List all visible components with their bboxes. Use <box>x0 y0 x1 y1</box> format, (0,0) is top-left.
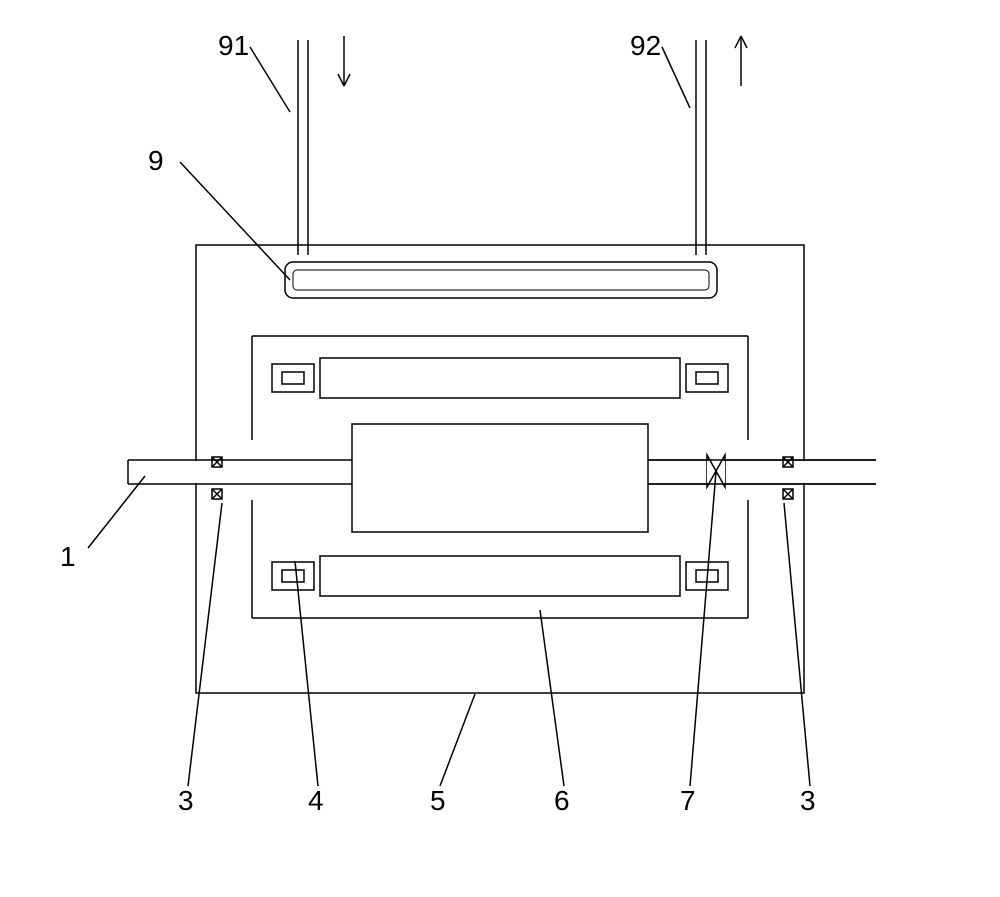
diagram-canvas: 919291345673 <box>0 0 1000 897</box>
svg-text:9: 9 <box>148 145 164 176</box>
svg-text:3: 3 <box>800 785 816 816</box>
schematic-svg: 919291345673 <box>0 0 1000 897</box>
svg-text:4: 4 <box>308 785 324 816</box>
svg-text:3: 3 <box>178 785 194 816</box>
svg-text:6: 6 <box>554 785 570 816</box>
svg-text:1: 1 <box>60 541 76 572</box>
svg-text:92: 92 <box>630 30 661 61</box>
svg-text:91: 91 <box>218 30 249 61</box>
svg-text:5: 5 <box>430 785 446 816</box>
svg-text:7: 7 <box>680 785 696 816</box>
